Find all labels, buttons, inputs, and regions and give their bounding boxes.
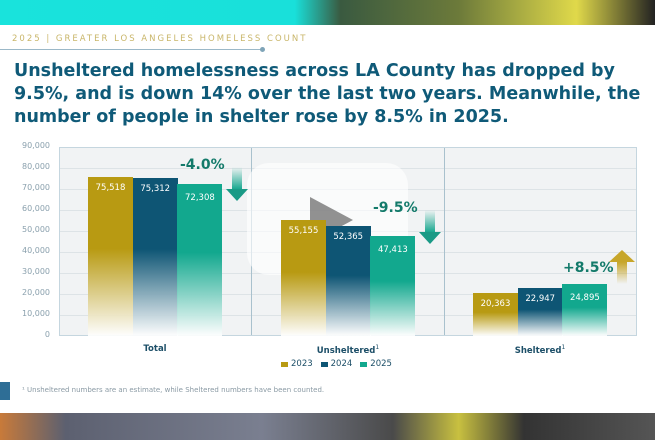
group-divider [444,148,445,335]
change-label: +8.5% [563,260,614,276]
y-tick-label: 80,000 [22,162,50,171]
y-tick-label: 10,000 [22,309,50,318]
bar-2023 [88,177,133,336]
category-label: Sheltered1 [480,344,600,356]
down-arrow-shaft [232,167,242,190]
footnote: ¹ Unsheltered numbers are an estimate, w… [22,386,325,394]
change-label: -4.0% [180,157,225,174]
bar-value-label: 22,947 [525,293,556,304]
bar-2024 [132,177,178,336]
legend-swatch [281,361,288,367]
bar-value-label: 75,518 [95,183,126,194]
bar-2025 [370,236,416,336]
video-background-bottom [0,413,655,440]
bar-value-label: 47,413 [378,245,408,256]
lahsa-logo [0,382,10,400]
legend-label: 2024 [330,359,353,369]
y-tick-label: 20,000 [22,288,50,297]
y-tick-label: 60,000 [22,204,50,213]
bar-value-label: 20,363 [480,299,511,310]
y-tick-label: 40,000 [22,246,50,255]
headline: Unsheltered homelessness across LA Count… [14,61,641,127]
down-arrow-shaft [425,210,435,233]
bar-2023 [281,220,326,336]
y-tick-label: 50,000 [22,225,50,234]
bar-value-label: 75,312 [140,183,171,194]
divider-dot [260,47,265,52]
bar-2023 [473,293,518,336]
footnote-mark: 1 [375,344,380,351]
change-label: -9.5% [373,200,418,217]
y-tick-label: 70,000 [22,183,50,192]
bar-value-label: 52,365 [333,232,364,243]
bar-2024 [325,226,371,336]
legend: 2023 2024 2025 [281,359,392,369]
bar-2025 [562,283,608,336]
up-arrow-shaft [617,262,627,284]
bar-2024 [517,287,563,336]
category-label: Total [95,344,215,354]
legend-label: 2023 [291,359,313,369]
legend-swatch [360,361,368,367]
legend-swatch [320,361,328,367]
y-tick-label: 30,000 [22,267,50,276]
legend-item-2023: 2023 [281,359,313,369]
down-arrow-icon [226,189,248,202]
bar-2025 [177,184,223,336]
category-name: Sheltered [514,345,562,356]
footnote-mark: 1 [561,344,566,351]
legend-item-2024: 2024 [320,359,353,369]
bar-value-label: 72,308 [185,193,215,204]
video-background-top [0,0,655,25]
up-arrow-icon [609,250,635,262]
bar-value-label: 55,155 [288,226,319,237]
category-name: Unsheltered [316,345,376,356]
legend-label: 2025 [370,359,392,369]
slide-kicker: 2025 | GREATER LOS ANGELES HOMELESS COUN… [12,34,308,44]
down-arrow-icon [419,232,441,245]
legend-item-2025: 2025 [360,359,392,369]
bar-value-label: 24,895 [570,292,600,303]
y-tick-label: 0 [44,330,50,339]
divider-rule [0,49,262,50]
y-tick-label: 90,000 [22,141,50,150]
category-name: Total [143,344,167,354]
category-label: Unsheltered1 [288,344,408,356]
